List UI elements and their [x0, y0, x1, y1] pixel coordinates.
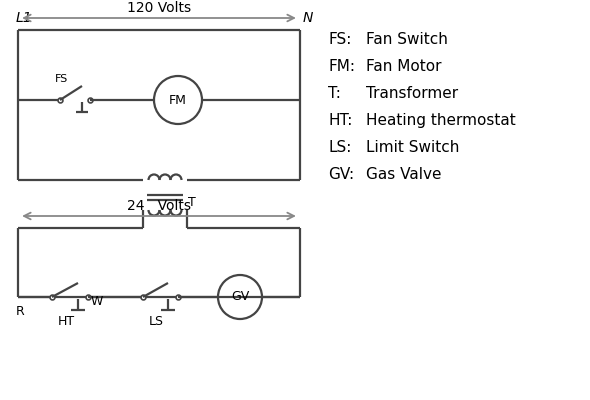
Text: Fan Motor: Fan Motor: [366, 59, 441, 74]
Text: FM: FM: [169, 94, 187, 106]
Text: GV:: GV:: [328, 167, 354, 182]
Text: Transformer: Transformer: [366, 86, 458, 101]
Text: Fan Switch: Fan Switch: [366, 32, 448, 47]
Text: HT: HT: [57, 315, 74, 328]
Text: 120 Volts: 120 Volts: [127, 1, 191, 15]
Text: LS:: LS:: [328, 140, 352, 155]
Text: Heating thermostat: Heating thermostat: [366, 113, 516, 128]
Text: FM:: FM:: [328, 59, 355, 74]
Text: R: R: [15, 305, 24, 318]
Text: Gas Valve: Gas Valve: [366, 167, 441, 182]
Text: LS: LS: [149, 315, 164, 328]
Text: N: N: [303, 11, 313, 25]
Text: W: W: [91, 295, 103, 308]
Text: HT:: HT:: [328, 113, 352, 128]
Text: T: T: [188, 196, 196, 209]
Text: Limit Switch: Limit Switch: [366, 140, 460, 155]
Text: 24   Volts: 24 Volts: [127, 199, 191, 213]
Text: GV: GV: [231, 290, 249, 304]
Text: FS:: FS:: [328, 32, 352, 47]
Text: T:: T:: [328, 86, 341, 101]
Text: FS: FS: [55, 74, 68, 84]
Text: L1: L1: [16, 11, 32, 25]
